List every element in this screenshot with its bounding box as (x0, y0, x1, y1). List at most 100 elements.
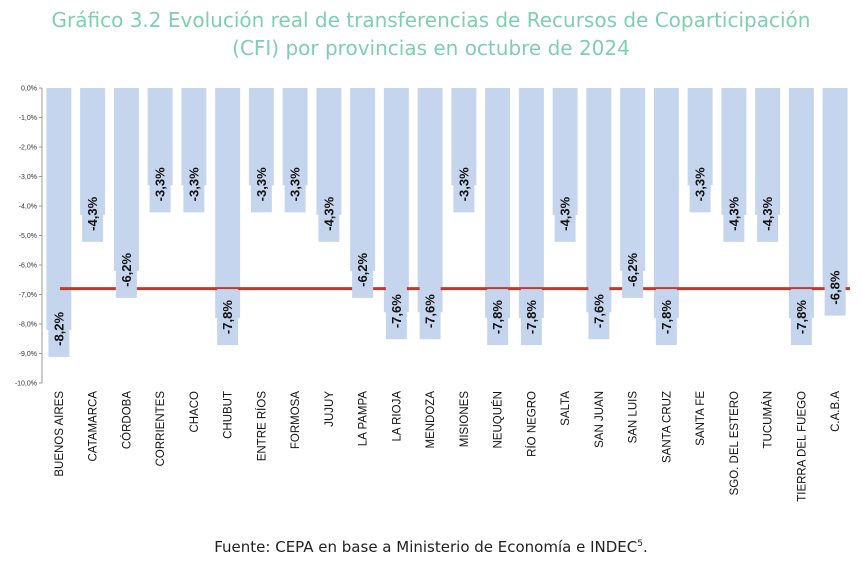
y-tick-label: -8,0% (19, 322, 37, 329)
chart-title: Gráfico 3.2 Evolución real de transferen… (0, 6, 862, 62)
bar (113, 88, 139, 271)
data-label-box (115, 241, 137, 298)
data-label-box (487, 289, 509, 346)
source-footnote: 5 (637, 539, 643, 549)
x-tick-label: SAN JUAN (594, 391, 606, 448)
bar (518, 88, 544, 319)
bar (350, 88, 376, 271)
y-tick-label: -4,0% (19, 204, 37, 211)
data-label-box (318, 185, 340, 242)
x-tick-label: RÍO NEGRO (525, 391, 538, 457)
x-tick-label: FORMOSA (290, 391, 302, 449)
y-tick-label: -2,0% (19, 145, 37, 152)
data-label: -6,2% (625, 252, 640, 286)
x-tick-label: MENDOZA (425, 391, 437, 449)
data-label: -3,3% (456, 167, 471, 201)
bar (417, 88, 443, 313)
bar (485, 88, 511, 319)
x-tick-label: LA RIOJA (391, 391, 403, 442)
data-label: -4,3% (321, 196, 336, 230)
x-tick-label: JUJUY (324, 391, 336, 427)
x-tick-label: MISIONES (459, 391, 471, 448)
y-tick-label: -7,0% (19, 292, 37, 299)
data-label: -6,2% (119, 252, 134, 286)
source-suffix: . (642, 538, 648, 556)
bar (822, 88, 848, 289)
source-note: Fuente: CEPA en base a Ministerio de Eco… (0, 538, 862, 556)
data-label-box (419, 283, 441, 340)
data-label: -3,3% (288, 167, 303, 201)
x-tick-label: SANTA FE (695, 391, 707, 446)
data-label-box (790, 289, 812, 346)
x-tick-label: SANTA CRUZ (661, 391, 673, 463)
data-label: -7,8% (659, 300, 674, 334)
data-label-box (689, 156, 711, 213)
data-label-box (453, 156, 475, 213)
y-tick-label: -1,0% (19, 115, 37, 122)
x-tick-label: CORRIENTES (155, 391, 167, 467)
x-tick-label: SALTA (560, 391, 572, 426)
x-tick-label: CHUBUT (223, 391, 235, 439)
y-tick-label: -9,0% (19, 351, 37, 358)
x-tick-label: NEUQUÉN (492, 391, 505, 449)
chart-title-line2: (CFI) por provincias en octubre de 2024 (232, 36, 630, 60)
data-label-box (520, 289, 542, 346)
y-tick-label: -5,0% (19, 233, 37, 240)
data-label: -6,2% (355, 252, 370, 286)
data-label: -3,3% (153, 167, 168, 201)
data-label: -6,8% (828, 270, 843, 304)
data-label: -3,3% (186, 167, 201, 201)
x-tick-label: LA PAMPA (358, 391, 370, 447)
bar (215, 88, 241, 319)
data-label-box (149, 156, 171, 213)
bar (586, 88, 612, 313)
x-tick-label: TUCUMÁN (762, 391, 775, 449)
data-label-box (352, 241, 374, 298)
x-tick-label: C.A.B.A (830, 391, 842, 432)
data-label: -7,8% (794, 300, 809, 334)
data-label-box (217, 289, 239, 346)
data-label: -7,8% (220, 300, 235, 334)
data-label-box (554, 185, 576, 242)
data-label: -4,3% (760, 196, 775, 230)
y-tick-label: -3,0% (19, 174, 37, 181)
data-label-box (757, 185, 779, 242)
y-tick-label: -10,0% (15, 381, 37, 388)
data-label-box (250, 156, 272, 213)
data-label: -3,3% (693, 167, 708, 201)
x-tick-label: CHACO (189, 391, 201, 433)
x-tick-label: SAN LUIS (628, 391, 640, 444)
data-label-box (82, 185, 104, 242)
y-tick-label: -6,0% (19, 263, 37, 270)
y-tick-label: 0,0% (21, 86, 37, 93)
bar (788, 88, 814, 319)
data-label: -7,6% (591, 294, 606, 328)
x-tick-label: TIERRA DEL FUEGO (796, 391, 808, 502)
data-label-box (385, 283, 407, 340)
data-label-box (655, 289, 677, 346)
data-label-box (588, 283, 610, 340)
data-label-box (183, 156, 205, 213)
data-label: -4,3% (726, 196, 741, 230)
data-label: -7,6% (389, 294, 404, 328)
data-label: -8,2% (51, 311, 66, 345)
data-label: -3,3% (254, 167, 269, 201)
x-tick-label: BUENOS AIRES (54, 391, 66, 477)
x-tick-label: ENTRE RÍOS (255, 391, 268, 462)
data-label-box (284, 156, 306, 213)
data-label: -7,8% (490, 300, 505, 334)
data-label: -4,3% (85, 196, 100, 230)
x-tick-label: CÓRDOBA (120, 391, 133, 449)
chart-title-line1: Gráfico 3.2 Evolución real de transferen… (51, 8, 811, 32)
data-label-box (622, 241, 644, 298)
bar (383, 88, 409, 313)
data-label: -4,3% (558, 196, 573, 230)
bar (653, 88, 679, 319)
data-label-box (723, 185, 745, 242)
data-label-box (48, 300, 70, 357)
bar (46, 88, 72, 330)
x-tick-label: SGO. DEL ESTERO (729, 391, 741, 495)
data-label-box (824, 259, 846, 316)
source-text: Fuente: CEPA en base a Ministerio de Eco… (214, 538, 638, 556)
